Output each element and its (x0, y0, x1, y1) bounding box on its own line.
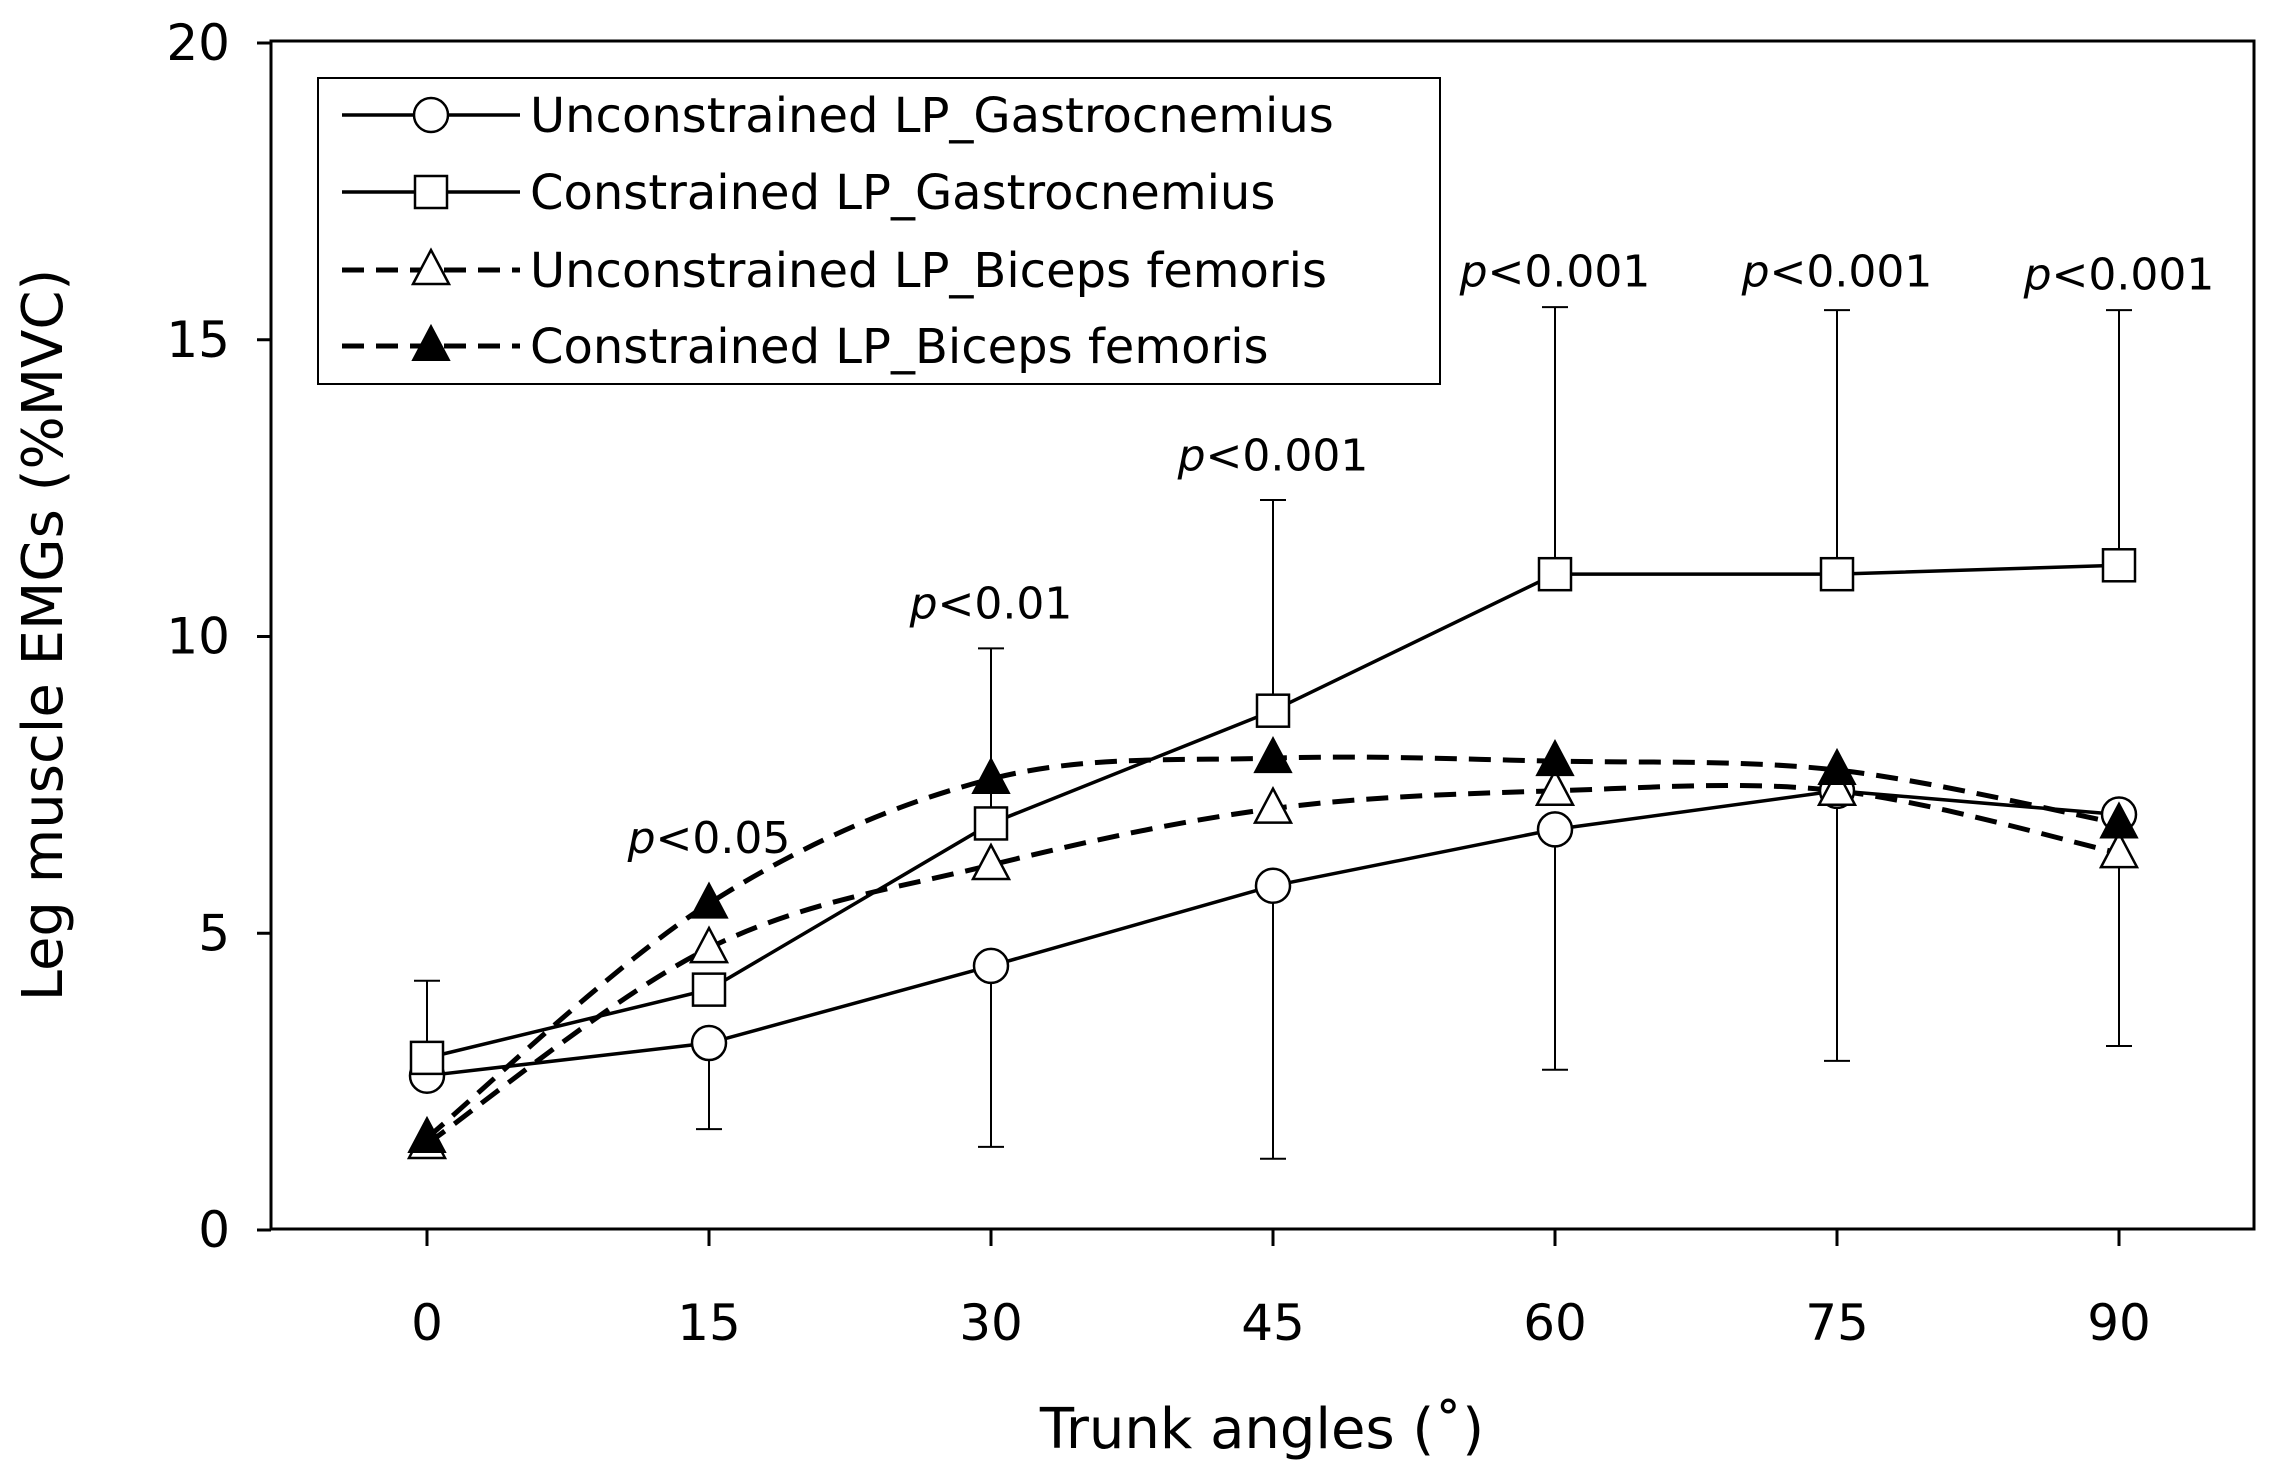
p-value-annotation: p<0.05 (627, 813, 791, 864)
x-tick-label: 15 (677, 1294, 741, 1352)
x-tick-label: 30 (959, 1294, 1023, 1352)
p-value-annotation: p<0.001 (1177, 430, 1369, 481)
marker-triangle-filled (691, 884, 727, 918)
marker-square (1821, 558, 1853, 590)
marker-square (693, 974, 725, 1006)
marker-circle (414, 98, 448, 132)
marker-circle (1538, 812, 1572, 846)
legend-label: Constrained LP_Gastrocnemius (530, 165, 1275, 221)
p-value-annotation: p<0.001 (2023, 249, 2215, 300)
p-value-symbol: p (1459, 246, 1488, 297)
marker-circle (692, 1026, 726, 1060)
marker-square (2103, 549, 2135, 581)
marker-square (411, 1042, 443, 1074)
p-value-threshold: <0.05 (656, 813, 791, 864)
y-tick-label: 20 (166, 14, 230, 72)
marker-triangle-open (691, 928, 727, 962)
p-value-annotation: p<0.001 (1741, 246, 1933, 297)
marker-square (415, 176, 447, 208)
marker-square (1257, 695, 1289, 727)
p-value-symbol: p (627, 813, 656, 864)
legend-label: Unconstrained LP_Biceps femoris (530, 243, 1327, 299)
marker-triangle-filled (1255, 738, 1291, 772)
marker-square (1539, 558, 1571, 590)
p-value-symbol: p (1177, 430, 1206, 481)
chart: 05101520 0 15 30 45 60 75 90 p<0.05p<0.01p<0.0… (0, 0, 2272, 1481)
p-value-threshold: <0.001 (1206, 430, 1369, 481)
x-tick-label: 60 (1523, 1294, 1587, 1352)
p-value-symbol: p (1741, 246, 1770, 297)
y-axis-title: Leg muscle EMGs (%MVC) (11, 269, 76, 1002)
y-tick-label: 15 (166, 311, 230, 369)
p-value-symbol: p (909, 579, 938, 630)
legend: Unconstrained LP_Gastrocnemius Constraine… (318, 78, 1440, 384)
p-value-threshold: <0.001 (2052, 249, 2215, 300)
p-value-annotation: p<0.001 (1459, 246, 1651, 297)
x-tick-label: 75 (1805, 1294, 1869, 1352)
y-tick-label: 10 (166, 608, 230, 666)
x-axis-title: Trunk angles (˚) (1039, 1397, 1484, 1462)
legend-label: Constrained LP_Biceps femoris (530, 319, 1269, 375)
marker-square (975, 807, 1007, 839)
legend-label: Unconstrained LP_Gastrocnemius (530, 88, 1334, 144)
x-tick-label: 0 (411, 1294, 443, 1352)
p-value-threshold: <0.001 (1770, 246, 1933, 297)
p-value-symbol: p (2023, 249, 2052, 300)
p-value-annotation: p<0.01 (909, 579, 1073, 630)
marker-triangle-filled (1537, 741, 1573, 775)
y-tick-label: 0 (198, 1201, 230, 1259)
p-value-threshold: <0.01 (938, 579, 1073, 630)
x-tick-label: 45 (1241, 1294, 1305, 1352)
p-value-threshold: <0.001 (1488, 246, 1651, 297)
marker-circle (974, 949, 1008, 983)
marker-circle (1256, 869, 1290, 903)
y-tick-label: 5 (198, 904, 230, 962)
y-axis: 0 5 10 15 20 (166, 14, 271, 1259)
x-axis: 0 15 30 45 60 75 90 (411, 1229, 2151, 1352)
x-tick-label: 90 (2087, 1294, 2151, 1352)
